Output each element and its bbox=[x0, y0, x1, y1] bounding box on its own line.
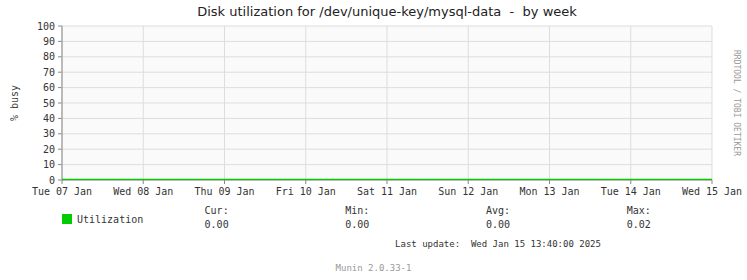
stat-name: Min: bbox=[345, 205, 369, 216]
tick bbox=[58, 180, 62, 181]
stat-value: 0.00 bbox=[205, 219, 229, 230]
data-layer bbox=[62, 180, 712, 181]
grid-line bbox=[143, 26, 144, 180]
tick bbox=[58, 26, 62, 27]
axis-line bbox=[62, 26, 63, 180]
stat-value: 0.02 bbox=[627, 219, 651, 230]
tick bbox=[58, 118, 62, 119]
grid-line bbox=[62, 26, 63, 180]
tick bbox=[62, 180, 63, 184]
x-axis: Tue 07 Jan Wed 08 Jan Thu 09 Jan Fri 10 Jan… bbox=[32, 26, 742, 197]
stat-name: Avg: bbox=[486, 205, 510, 216]
tick bbox=[58, 72, 62, 73]
grid-line bbox=[224, 26, 225, 180]
tick-label: 90 bbox=[43, 36, 55, 47]
tick-label: Sat 11 Jan bbox=[357, 186, 417, 197]
tick-label: Wed 08 Jan bbox=[113, 186, 173, 197]
last-update: Last update: Wed Jan 15 13:40:00 2025 bbox=[395, 239, 601, 249]
grid-line bbox=[549, 26, 550, 180]
tick-label: Sun 12 Jan bbox=[438, 186, 498, 197]
side-text: RRDTOOL / TOBI OETIKER bbox=[732, 50, 741, 156]
chart: Disk utilization for /dev/unique-key/mys… bbox=[0, 0, 747, 280]
tick-label: Tue 14 Jan bbox=[601, 186, 661, 197]
grid-line bbox=[305, 26, 306, 180]
grid-line bbox=[712, 26, 713, 180]
axis-line bbox=[62, 180, 712, 181]
footer: Munin 2.0.33-1 bbox=[336, 263, 412, 273]
tick bbox=[58, 164, 62, 165]
tick-label: 40 bbox=[43, 113, 55, 124]
tick bbox=[58, 133, 62, 134]
grid-line bbox=[62, 180, 712, 181]
tick-label: 50 bbox=[43, 98, 55, 109]
annotations: Last update: Wed Jan 15 13:40:00 2025 Mun… bbox=[336, 50, 741, 273]
stat-value: 0.00 bbox=[486, 219, 510, 230]
legend: Utilization bbox=[62, 214, 143, 225]
tick-label: 100 bbox=[37, 21, 55, 32]
tick-label: Tue 07 Jan bbox=[32, 186, 92, 197]
y-label: % busy bbox=[9, 85, 20, 121]
tick-label: 80 bbox=[43, 51, 55, 62]
stat-name: Cur: bbox=[205, 205, 229, 216]
line bbox=[62, 179, 712, 180]
plot-area bbox=[62, 26, 712, 180]
tick-label: Fri 10 Jan bbox=[276, 186, 336, 197]
tick-label: Wed 15 Jan bbox=[682, 186, 742, 197]
tick-label: Mon 13 Jan bbox=[519, 186, 579, 197]
tick bbox=[58, 41, 62, 42]
legend-swatch bbox=[62, 214, 72, 224]
tick bbox=[58, 103, 62, 104]
stats: Cur: 0.00 Min: 0.00 Avg: 0.00 Max: 0.02 bbox=[205, 205, 651, 230]
title: Disk utilization for /dev/unique-key/mys… bbox=[197, 4, 577, 19]
grid-line bbox=[630, 26, 631, 180]
tick bbox=[712, 180, 713, 184]
tick bbox=[549, 180, 550, 184]
stat-name: Max: bbox=[627, 205, 651, 216]
legend-label: Utilization bbox=[77, 214, 143, 225]
tick bbox=[468, 180, 469, 184]
tick bbox=[58, 87, 62, 88]
grid-line bbox=[387, 26, 388, 180]
y-axis: 0 10 20 30 40 50 60 70 80 90 100 bbox=[37, 21, 712, 186]
tick bbox=[305, 180, 306, 184]
tick bbox=[58, 149, 62, 150]
tick bbox=[387, 180, 388, 184]
stat-value: 0.00 bbox=[345, 219, 369, 230]
tick-label: 70 bbox=[43, 67, 55, 78]
tick bbox=[143, 180, 144, 184]
tick-label: 30 bbox=[43, 128, 55, 139]
tick-label: 10 bbox=[43, 159, 55, 170]
tick bbox=[630, 180, 631, 184]
tick-label: 0 bbox=[49, 175, 55, 186]
tick-label: 60 bbox=[43, 82, 55, 93]
tick-label: Thu 09 Jan bbox=[194, 186, 254, 197]
grid-line bbox=[468, 26, 469, 180]
tick bbox=[224, 180, 225, 184]
tick-label: 20 bbox=[43, 144, 55, 155]
tick bbox=[58, 56, 62, 57]
